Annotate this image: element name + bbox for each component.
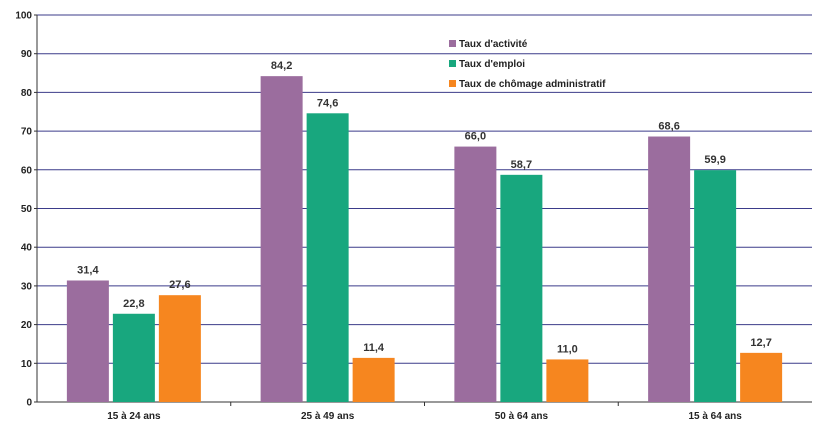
legend-label: Taux d'emploi xyxy=(459,59,525,70)
bar xyxy=(352,357,395,402)
data-label: 22,8 xyxy=(123,298,144,310)
y-tick-label: 20 xyxy=(21,320,33,331)
legend-swatch xyxy=(449,80,456,87)
y-tick-label: 70 xyxy=(21,127,33,138)
bar xyxy=(158,295,201,402)
bar xyxy=(454,146,497,402)
data-label: 11,4 xyxy=(363,342,385,354)
bar xyxy=(260,76,303,402)
data-label: 68,6 xyxy=(658,121,679,133)
y-tick-label: 0 xyxy=(26,398,32,409)
data-label: 11,0 xyxy=(557,343,578,355)
y-tick-label: 30 xyxy=(21,281,33,292)
bar xyxy=(66,280,109,402)
data-label: 12,7 xyxy=(750,337,771,349)
bar xyxy=(306,113,349,402)
data-label: 31,4 xyxy=(77,264,99,276)
data-label: 58,7 xyxy=(511,159,532,171)
y-tick-label: 60 xyxy=(21,165,33,176)
data-label: 74,6 xyxy=(317,97,338,109)
x-tick-label: 50 à 64 ans xyxy=(495,411,549,422)
legend-label: Taux d'activité xyxy=(459,39,528,50)
bar xyxy=(740,352,783,402)
y-tick-label: 10 xyxy=(21,359,33,370)
y-tick-label: 50 xyxy=(21,204,33,215)
data-label: 84,2 xyxy=(271,60,292,72)
x-tick-label: 25 à 49 ans xyxy=(301,411,355,422)
legend-label: Taux de chômage administratif xyxy=(459,79,606,90)
bar xyxy=(648,136,691,402)
legend-item: Taux d'emploi xyxy=(449,59,525,70)
legend-item: Taux de chômage administratif xyxy=(449,79,606,90)
legend-swatch xyxy=(449,40,456,47)
x-tick-label: 15 à 64 ans xyxy=(688,411,742,422)
data-label: 66,0 xyxy=(465,131,486,143)
data-label: 59,9 xyxy=(704,154,725,166)
bar xyxy=(112,313,155,402)
x-tick-label: 15 à 24 ans xyxy=(107,411,161,422)
bar xyxy=(500,174,543,402)
bar xyxy=(694,170,737,402)
y-tick-label: 80 xyxy=(21,88,33,99)
y-tick-label: 100 xyxy=(15,11,32,22)
legend-item: Taux d'activité xyxy=(449,39,528,50)
legend-swatch xyxy=(449,60,456,67)
bar xyxy=(546,359,589,402)
y-tick-label: 40 xyxy=(21,243,33,254)
y-tick-label: 90 xyxy=(21,49,33,60)
data-label: 27,6 xyxy=(169,279,190,291)
